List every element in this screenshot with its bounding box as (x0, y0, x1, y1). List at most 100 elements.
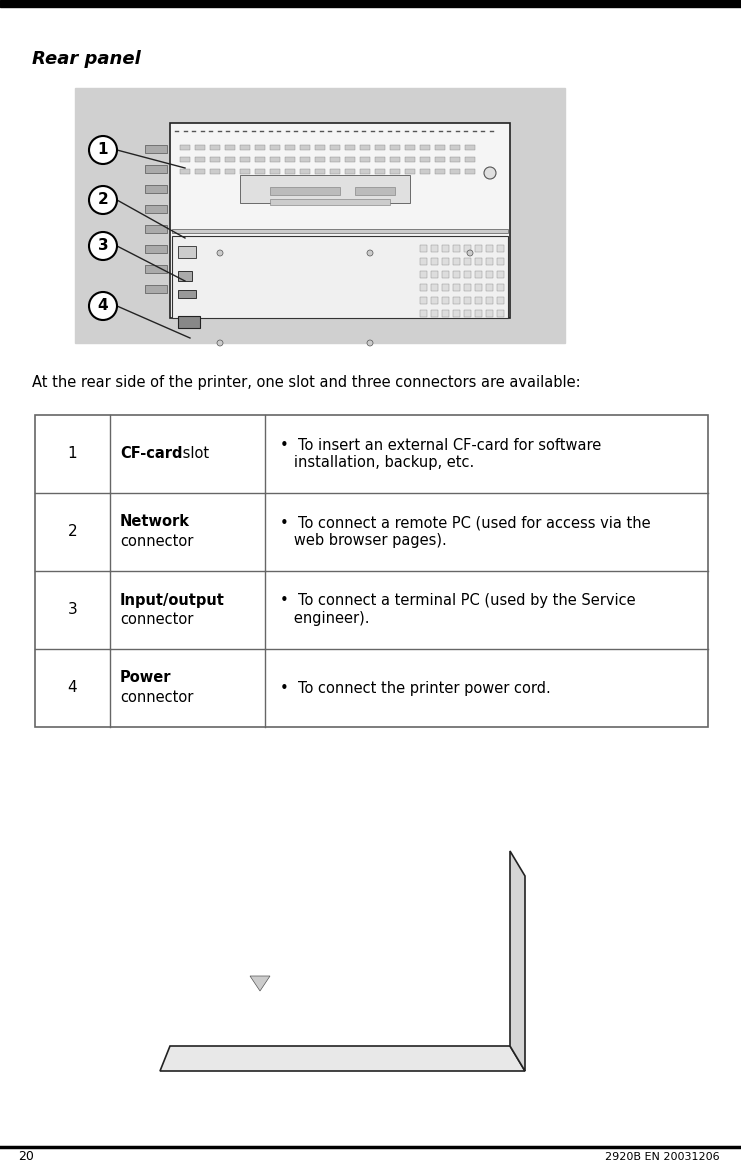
Bar (453, 297, 460, 304)
Text: Network: Network (120, 514, 190, 530)
Bar (442, 310, 449, 317)
Bar (475, 310, 482, 317)
Bar (270, 199, 390, 205)
Bar (375, 170, 385, 174)
Circle shape (367, 340, 373, 346)
Bar (450, 145, 460, 150)
Text: 1: 1 (98, 143, 108, 158)
Bar (486, 297, 493, 304)
Bar (497, 258, 504, 265)
Text: connector: connector (120, 613, 193, 628)
Bar (464, 271, 471, 278)
Text: Rear panel: Rear panel (32, 50, 141, 68)
Bar (497, 310, 504, 317)
Circle shape (89, 292, 117, 320)
Bar (35, 415, 708, 727)
Text: 4: 4 (67, 680, 77, 696)
Bar (453, 258, 460, 265)
Bar (475, 297, 482, 304)
Polygon shape (510, 851, 525, 1071)
Bar (435, 157, 445, 162)
Circle shape (89, 186, 117, 214)
Bar (390, 145, 400, 150)
Bar (210, 157, 220, 162)
Bar (180, 157, 190, 162)
Bar (442, 271, 449, 278)
Bar (145, 285, 167, 293)
Bar (486, 258, 493, 265)
Text: connector: connector (120, 534, 193, 549)
Bar (360, 145, 370, 150)
Bar (240, 175, 410, 203)
Text: 20: 20 (18, 1150, 34, 1163)
Bar (420, 271, 427, 278)
Bar (420, 170, 430, 174)
Text: web browser pages).: web browser pages). (280, 533, 447, 548)
Bar (145, 224, 167, 233)
Bar (420, 157, 430, 162)
Circle shape (89, 231, 117, 260)
Bar (475, 258, 482, 265)
Bar (486, 310, 493, 317)
Circle shape (467, 250, 473, 256)
Circle shape (367, 250, 373, 256)
Polygon shape (160, 1046, 525, 1071)
Bar (431, 284, 438, 291)
Bar (210, 145, 220, 150)
Bar (465, 157, 475, 162)
Bar (453, 245, 460, 253)
Bar (285, 170, 295, 174)
Bar (225, 145, 235, 150)
Bar (145, 245, 167, 253)
Bar (345, 157, 355, 162)
Bar (172, 236, 508, 318)
Text: connector: connector (120, 691, 193, 706)
Bar (210, 170, 220, 174)
Bar (145, 205, 167, 213)
Bar (300, 145, 310, 150)
Text: •  To connect a remote PC (used for access via the: • To connect a remote PC (used for acces… (280, 516, 651, 531)
Bar (270, 170, 280, 174)
Bar (225, 170, 235, 174)
Bar (375, 157, 385, 162)
Bar (420, 145, 430, 150)
Bar (435, 145, 445, 150)
Bar (300, 157, 310, 162)
Bar (255, 145, 265, 150)
Bar (285, 157, 295, 162)
Bar (405, 145, 415, 150)
Bar (195, 157, 205, 162)
Bar (420, 258, 427, 265)
Bar (195, 145, 205, 150)
Bar (355, 187, 395, 195)
Text: 1: 1 (67, 447, 77, 462)
Bar (497, 271, 504, 278)
Bar (0, 0, 741, 7)
Bar (255, 157, 265, 162)
Bar (486, 245, 493, 253)
Bar (145, 265, 167, 274)
Bar (497, 297, 504, 304)
Bar (453, 271, 460, 278)
Bar (180, 145, 190, 150)
Bar (442, 258, 449, 265)
Bar (450, 157, 460, 162)
Text: 2: 2 (67, 525, 77, 540)
Bar (465, 145, 475, 150)
Bar (345, 145, 355, 150)
Text: engineer).: engineer). (280, 611, 370, 627)
Bar (255, 170, 265, 174)
Text: 4: 4 (98, 298, 108, 313)
Bar (464, 284, 471, 291)
Bar (178, 245, 196, 258)
Bar (170, 123, 510, 318)
Text: slot: slot (178, 447, 209, 462)
Bar (330, 145, 340, 150)
Bar (475, 284, 482, 291)
Bar (345, 170, 355, 174)
Circle shape (484, 167, 496, 179)
Bar (390, 170, 400, 174)
Text: •  To connect the printer power cord.: • To connect the printer power cord. (280, 680, 551, 696)
Bar (240, 170, 250, 174)
Bar (442, 245, 449, 253)
